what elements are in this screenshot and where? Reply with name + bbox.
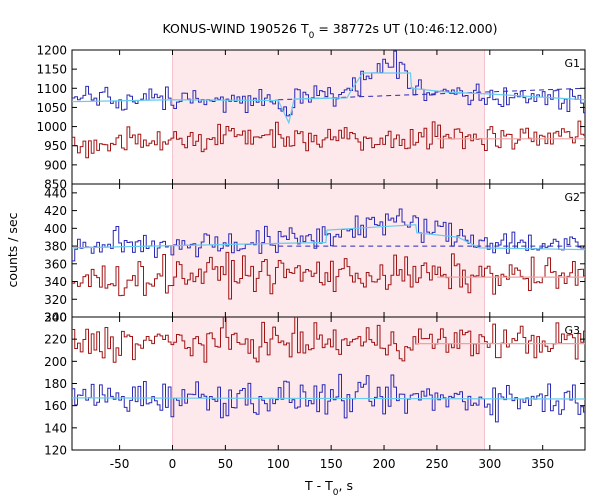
y-tick-label: 1000 [36, 120, 67, 134]
count-rate-blue-G3 [72, 373, 585, 423]
shade-layer [172, 50, 485, 450]
count-rate-blue-G1 [72, 50, 585, 117]
y-tick-label: 360 [44, 257, 67, 271]
model-fit-blue-G3 [72, 397, 585, 400]
y-tick-label: 380 [44, 240, 67, 254]
y-tick-label: 1200 [36, 44, 67, 58]
y-tick-label: 1100 [36, 82, 67, 96]
y-tick-label: 180 [44, 377, 67, 391]
y-tick-label: 1050 [36, 101, 67, 115]
data-layer [72, 50, 585, 423]
y-tick-label: 140 [44, 421, 67, 435]
y-tick-label: 440 [44, 186, 67, 200]
x-tick-label: 300 [478, 457, 501, 471]
tick-layer: G185090095010001050110011501200G23003203… [36, 44, 585, 471]
panel-label-G2: G2 [564, 191, 580, 204]
x-tick-label: 0 [169, 457, 177, 471]
model-fit-blue-G2 [72, 224, 585, 251]
panel-label-G3: G3 [564, 324, 580, 337]
x-tick-label: 50 [218, 457, 233, 471]
y-tick-label: 900 [44, 158, 67, 172]
x-tick-label: 350 [531, 457, 554, 471]
model-fit-blue-G1 [72, 72, 585, 125]
x-tick-label: -50 [110, 457, 130, 471]
y-tick-label: 300 [44, 311, 67, 325]
y-tick-label: 420 [44, 204, 67, 218]
count-rate-red-G2 [72, 251, 585, 300]
shaded-interval [172, 50, 485, 450]
y-tick-label: 240 [44, 311, 67, 325]
y-tick-label: 120 [44, 444, 67, 458]
y-tick-label: 400 [44, 222, 67, 236]
background-level-dashed [278, 87, 585, 101]
y-tick-label: 320 [44, 293, 67, 307]
y-tick-label: 340 [44, 275, 67, 289]
x-tick-label: 100 [267, 457, 290, 471]
panel-data-G3 [72, 317, 585, 423]
y-tick-label: 220 [44, 333, 67, 347]
panel-label-G1: G1 [564, 57, 580, 70]
y-tick-label: 1150 [36, 63, 67, 77]
x-tick-label: 250 [425, 457, 448, 471]
panel-data-G1 [72, 50, 585, 159]
count-rate-red-G3 [72, 317, 585, 363]
x-tick-label: 150 [320, 457, 343, 471]
y-tick-label: 200 [44, 355, 67, 369]
y-axis-label: counts / sec [5, 212, 20, 287]
x-axis-label: T - T0, s [304, 478, 353, 498]
y-tick-label: 950 [44, 139, 67, 153]
count-rate-red-G1 [72, 120, 585, 159]
x-tick-label: 200 [373, 457, 396, 471]
panel-data-G2 [72, 208, 585, 300]
count-rate-blue-G2 [72, 208, 585, 262]
y-tick-label: 160 [44, 399, 67, 413]
chart-title: KONUS-WIND 190526 T0 = 38772s UT (10:46:… [162, 21, 497, 41]
y-tick-label: 850 [44, 178, 67, 192]
